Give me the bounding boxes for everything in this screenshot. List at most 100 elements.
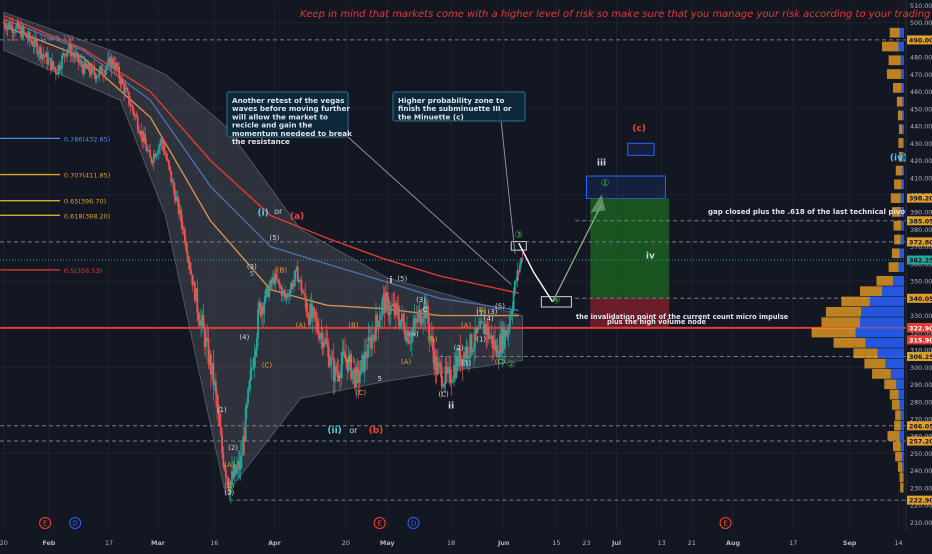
candle-body: [435, 356, 438, 375]
wave-label: i: [389, 276, 392, 286]
note-vegas-retest-text: Another retest of the vegas waves before …: [232, 96, 352, 146]
candle-body: [384, 292, 387, 313]
candle-body: [51, 61, 54, 70]
wave-label: (C): [438, 391, 449, 399]
candle-body: [216, 393, 219, 408]
candle-body: [281, 290, 284, 296]
zone-target: [585, 175, 666, 199]
volume-bar-orange: [893, 82, 902, 93]
wave-label: (ii): [327, 426, 341, 436]
volume-bar-orange: [864, 358, 886, 369]
candle-body: [504, 330, 506, 349]
volume-bar-blue: [901, 220, 904, 231]
volume-bar-blue: [865, 338, 904, 348]
candle-body: [365, 351, 367, 359]
candle-body: [360, 360, 362, 375]
price-tag: [907, 495, 932, 505]
candle-body: [145, 143, 148, 152]
candle-body: [412, 327, 415, 332]
price-tag-label: 322.90: [909, 324, 932, 332]
candle-body: [110, 58, 113, 69]
volume-bar-blue: [869, 296, 904, 307]
candle-body: [420, 322, 423, 325]
time-tick-label: 14: [894, 539, 902, 547]
wave-label: (4): [239, 334, 249, 342]
candle-body: [102, 74, 104, 76]
price-tag-label: 385.05: [909, 217, 932, 225]
candle-body: [217, 407, 220, 415]
zone-long-profit: [590, 198, 670, 299]
candle-body: [45, 52, 47, 58]
wave-label: (A): [401, 358, 412, 366]
candle-body: [157, 146, 160, 153]
price-tick-label: 250.00: [910, 450, 932, 458]
candle-body: [135, 115, 138, 118]
candle-body: [268, 287, 271, 297]
candle-body: [237, 460, 240, 468]
candle-body: [331, 357, 334, 359]
projection-arrow-head: [590, 194, 606, 213]
candle-body: [128, 92, 130, 105]
price-tick-label: 270.00: [910, 415, 932, 423]
candle-body: [159, 143, 161, 147]
volume-bar-blue: [902, 165, 904, 176]
candle-body: [77, 52, 80, 63]
candle-body: [327, 347, 330, 367]
candle-body: [279, 285, 282, 288]
candle-body: [319, 334, 322, 340]
candle-body: [92, 66, 94, 68]
candle-body: [242, 436, 245, 455]
candle-body: [511, 309, 514, 315]
candle-body: [28, 32, 31, 40]
price-tag: [907, 237, 932, 247]
candle-body: [505, 330, 508, 337]
volume-bar-blue: [899, 248, 904, 259]
candle-body: [465, 346, 468, 358]
volume-bar-orange: [891, 248, 900, 259]
price-tick-label: 330.00: [910, 312, 932, 320]
candle-body: [335, 365, 338, 373]
price-tick-label: 290.00: [910, 381, 932, 389]
price-tick-label: 390.00: [910, 209, 932, 217]
candle-body: [479, 320, 482, 328]
candle-body: [407, 330, 410, 344]
candle-body: [460, 358, 463, 366]
candle-body: [414, 318, 417, 321]
candle-body: [64, 55, 67, 57]
zone-c-target: [627, 142, 655, 156]
candle-body: [78, 62, 81, 63]
candle-body: [223, 465, 226, 470]
candle-body: [367, 336, 370, 357]
wave-label: (B): [277, 267, 288, 275]
candle-body: [203, 327, 206, 348]
price-tick-label: 220.00: [910, 502, 932, 510]
price-tag: [907, 293, 932, 303]
candle-body: [366, 356, 369, 359]
candle-body: [241, 454, 243, 457]
volume-bar-blue: [901, 69, 904, 79]
volume-bar-orange: [893, 441, 901, 452]
volume-bar-blue: [882, 286, 904, 297]
candle-body: [250, 368, 253, 370]
candle-body: [387, 296, 390, 316]
candle-body: [332, 357, 335, 382]
candle-body: [398, 318, 401, 327]
candle-body: [451, 379, 454, 383]
candle-body: [450, 382, 453, 384]
candle-body: [510, 314, 513, 318]
volume-bar-orange: [889, 389, 899, 400]
wave-label: 5: [250, 270, 254, 278]
candle-body: [114, 63, 117, 69]
price-tag-label: 398.20: [909, 195, 932, 203]
candle-body: [507, 328, 510, 333]
candle-body: [190, 269, 192, 275]
volume-bar-orange: [894, 234, 901, 245]
volume-bar-blue: [899, 431, 904, 441]
candle-body: [118, 66, 121, 79]
candle-body: [521, 258, 524, 260]
candle-body: [25, 33, 27, 37]
candle-body: [182, 229, 185, 231]
volume-bar-orange: [872, 369, 891, 379]
